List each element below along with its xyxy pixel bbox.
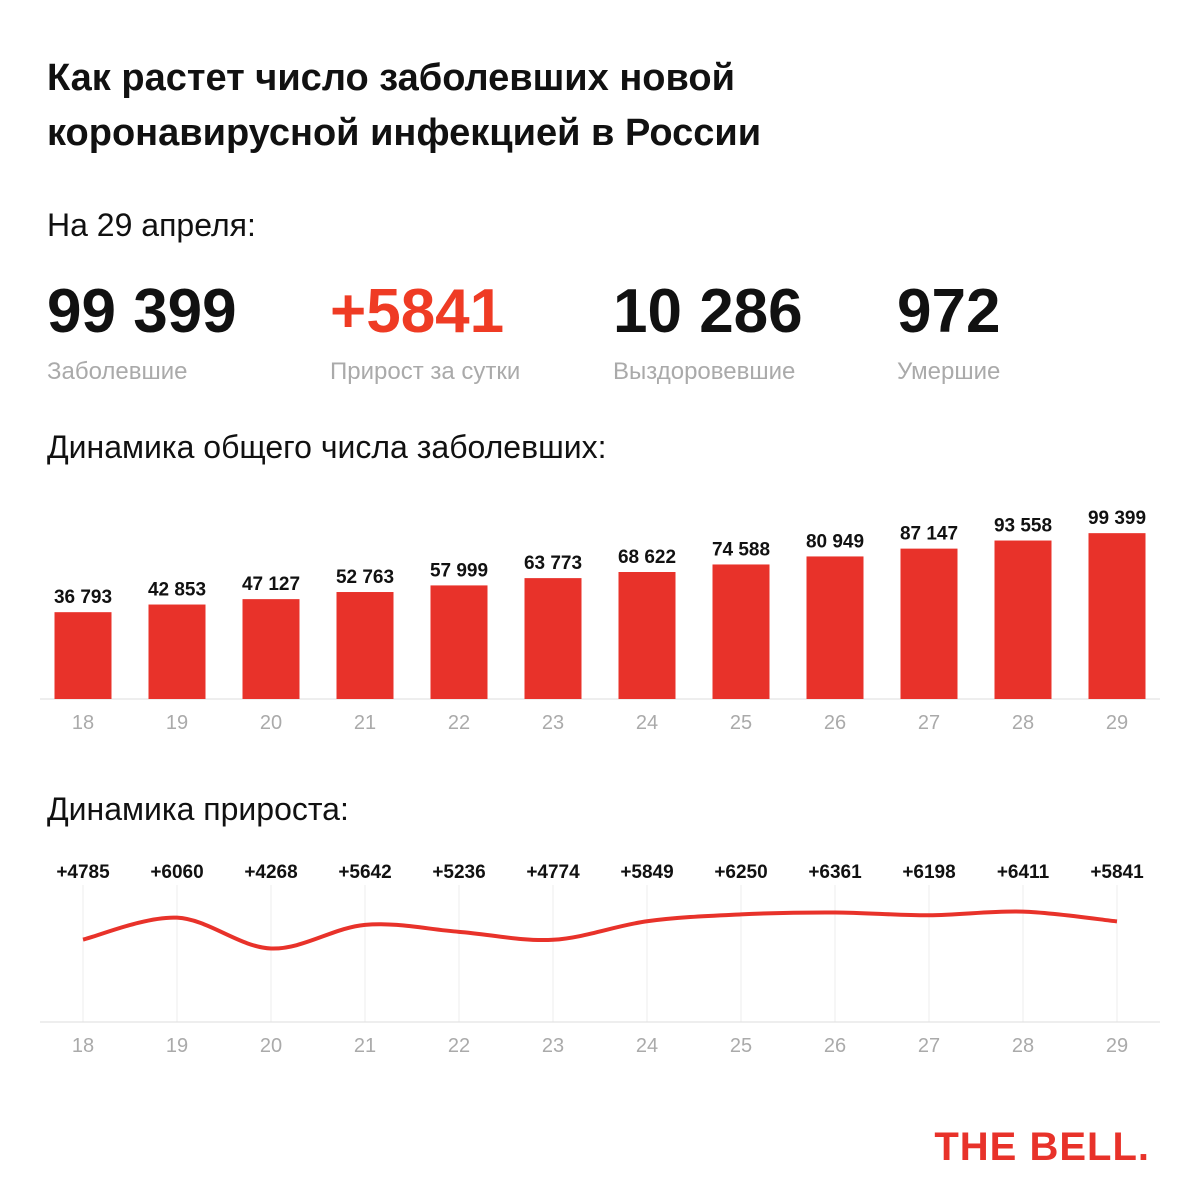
title-line: коронавирусной инфекцией в России — [47, 112, 761, 154]
stat-value: +5841 — [330, 277, 504, 346]
x-tick-label: 21 — [354, 1035, 376, 1057]
bar — [900, 548, 958, 699]
value-label: 42 853 — [148, 580, 206, 601]
x-tick-label: 24 — [636, 712, 658, 734]
stat-value: 99 399 — [47, 277, 237, 346]
x-tick-label: 22 — [448, 1035, 470, 1057]
stat-label: Прирост за сутки — [330, 358, 520, 385]
chart-title: Динамика прироста: — [47, 791, 349, 827]
value-label: +4785 — [56, 862, 110, 883]
value-label: +5849 — [620, 862, 673, 883]
x-tick-label: 27 — [918, 712, 940, 734]
value-label: +4774 — [526, 862, 580, 883]
value-label: 87 147 — [900, 524, 958, 545]
bar — [618, 572, 676, 699]
x-tick-label: 21 — [354, 712, 376, 734]
x-tick-label: 20 — [260, 1035, 282, 1057]
value-label: 63 773 — [524, 553, 582, 574]
title-line: Как растет число заболевших новой — [47, 57, 735, 99]
x-tick-label: 18 — [72, 1035, 94, 1057]
x-tick-label: 28 — [1012, 712, 1034, 734]
bar — [806, 556, 864, 699]
x-tick-label: 26 — [824, 712, 846, 734]
value-label: 36 793 — [54, 587, 112, 608]
x-tick-label: 24 — [636, 1035, 658, 1057]
line — [82, 909, 1118, 951]
x-tick-label: 25 — [730, 712, 752, 734]
value-label: 68 622 — [618, 547, 676, 568]
stat-value: 972 — [897, 277, 1000, 346]
value-label: +5841 — [1090, 862, 1144, 883]
stat-label: Заболевшие — [47, 358, 188, 385]
stat-label: Умершие — [897, 358, 1000, 385]
bar — [1088, 533, 1146, 699]
x-tick-label: 19 — [166, 712, 188, 734]
x-tick-label: 20 — [260, 712, 282, 734]
stat-label: Выздоровевшие — [613, 358, 795, 385]
value-label: 57 999 — [430, 560, 488, 581]
value-label: 93 558 — [994, 516, 1052, 537]
x-tick-label: 18 — [72, 712, 94, 734]
value-label: +6198 — [902, 862, 955, 883]
bar — [712, 564, 770, 699]
stat-value: 10 286 — [613, 277, 803, 346]
value-label: +6060 — [150, 862, 203, 883]
value-label: +5642 — [338, 862, 391, 883]
bar — [148, 604, 206, 699]
x-tick-label: 28 — [1012, 1035, 1034, 1057]
x-tick-label: 25 — [730, 1035, 752, 1057]
value-label: +6361 — [808, 862, 862, 883]
value-label: 52 763 — [336, 567, 394, 588]
bar — [242, 599, 300, 699]
logo: THE BELL. — [934, 1125, 1150, 1169]
x-tick-label: 29 — [1106, 1035, 1128, 1057]
bar — [336, 592, 394, 699]
bar — [54, 612, 112, 699]
bar — [994, 540, 1052, 699]
value-label: 74 588 — [712, 539, 770, 560]
value-label: 47 127 — [242, 574, 300, 595]
x-tick-label: 22 — [448, 712, 470, 734]
x-tick-label: 26 — [824, 1035, 846, 1057]
x-tick-label: 23 — [542, 1035, 564, 1057]
bar — [430, 585, 488, 699]
value-label: +4268 — [244, 862, 297, 883]
value-label: 99 399 — [1088, 508, 1146, 529]
bar — [524, 578, 582, 699]
value-label: +6250 — [714, 862, 767, 883]
chart-title: Динамика общего числа заболевших: — [47, 429, 607, 465]
x-tick-label: 29 — [1106, 712, 1128, 734]
x-tick-label: 23 — [542, 712, 564, 734]
value-label: 80 949 — [806, 531, 864, 552]
value-label: +5236 — [432, 862, 485, 883]
x-tick-label: 19 — [166, 1035, 188, 1057]
value-label: +6411 — [997, 862, 1050, 883]
date-label: На 29 апреля: — [47, 207, 256, 243]
x-tick-label: 27 — [918, 1035, 940, 1057]
